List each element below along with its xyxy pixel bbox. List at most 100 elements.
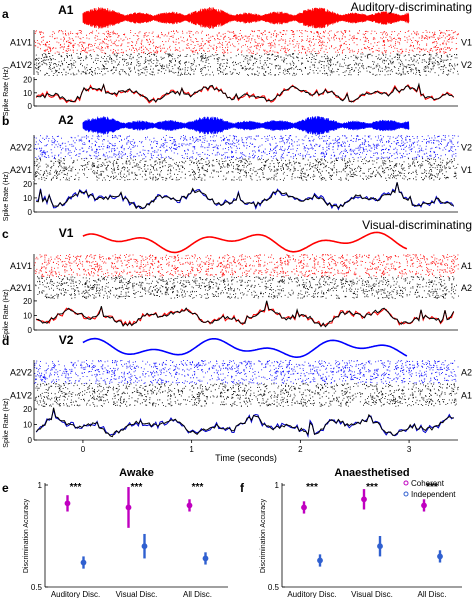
point-f-1-0 <box>317 557 323 564</box>
stimulus-label-c: V1 <box>59 226 74 240</box>
raster-label-left-bottom-d: A1V2 <box>10 391 32 401</box>
stimulus-luminance-d <box>82 337 408 359</box>
spike-rate-c: 0 10 20 Spike Rate (Hz) <box>3 289 458 339</box>
raster-label-right-bottom-d: A1 <box>461 391 472 401</box>
rate-tick-label-c-2: 20 <box>23 297 32 306</box>
chart-significance-e-1: *** <box>131 482 143 493</box>
raster-top-a <box>34 30 459 54</box>
raster-label-right-top-a: V1 <box>461 38 472 48</box>
chart-ylabel-f: Discrimination Accuracy <box>260 498 267 573</box>
stimulus-d <box>82 337 408 359</box>
chart-ytick-label-f-1: 1 <box>275 481 280 490</box>
raster-bottom-a <box>34 53 459 76</box>
panel-letter-c: c <box>2 227 9 241</box>
raster-label-left-top-c: A1V1 <box>10 261 32 271</box>
rate-axis-label-b: Spike Rate (Hz) <box>3 172 10 221</box>
point-e-1-1 <box>141 543 148 550</box>
raster-bottom-c <box>35 276 459 299</box>
spike-rate-b: 0 10 20 Spike Rate (Hz) <box>3 172 458 221</box>
stimulus-a <box>82 7 410 29</box>
stimulus-label-d: V2 <box>59 333 74 347</box>
raster-c <box>33 254 459 299</box>
chart-legend-f: Coherent Independent <box>403 479 456 499</box>
raster-b <box>33 135 459 181</box>
section-title-auditory: Auditory-discriminating <box>351 0 472 14</box>
stimulus-c <box>82 231 408 254</box>
point-e-1-0 <box>80 559 87 566</box>
panel-b: b A2 A2V2 A2V1 V2 V1 0 10 20 Spike Rate (Hz) <box>2 113 472 221</box>
chart-category-f-2: All Disc. <box>418 590 447 598</box>
chart-significance-e-0: *** <box>70 482 82 493</box>
rate-trace-colored-b <box>36 182 455 211</box>
raster-top-c <box>34 254 459 277</box>
chart-significance-e-2: *** <box>192 482 204 493</box>
chart-significance-f-0: *** <box>306 482 318 493</box>
discrimination-charts: e Awake 0.5 1 Discrimination Accuracy Auditor… <box>2 467 462 598</box>
rate-tick-label-c-0: 0 <box>28 326 33 335</box>
spike-rate-d: 0 10 20 Spike Rate (Hz) <box>3 398 458 448</box>
point-e-0-1 <box>125 504 132 511</box>
raster-label-left-top-a: A1V1 <box>10 38 32 48</box>
panel-letter-b: b <box>2 114 9 128</box>
raster-label-left-bottom-a: A1V2 <box>10 60 32 70</box>
raster-label-left-top-d: A2V2 <box>10 368 32 378</box>
point-f-0-1 <box>361 496 367 503</box>
point-f-0-2 <box>421 502 427 509</box>
panel-a: a A1 A1V1 A1V2 V1 V2 0 10 20 Spike Rate (Hz) <box>2 3 472 116</box>
time-tick-label-2: 2 <box>298 445 303 454</box>
raster-top-b <box>34 135 459 159</box>
chart-title-f: Anaesthetised <box>334 467 409 479</box>
stimulus-waveform-a <box>82 7 410 29</box>
chart-category-f-1: Visual Disc. <box>351 590 393 598</box>
raster-bottom-b <box>34 158 459 181</box>
raster-label-left-bottom-c: A2V1 <box>10 283 32 293</box>
stimulus-b <box>82 116 410 135</box>
rate-tick-label-a-2: 20 <box>23 76 32 85</box>
chart-ylabel-e: Discrimination Accuracy <box>23 498 30 573</box>
rate-tick-label-d-2: 20 <box>23 405 32 414</box>
raster-label-right-top-b: V2 <box>461 143 472 153</box>
chart-significance-f-1: *** <box>366 482 378 493</box>
point-f-1-1 <box>377 543 383 550</box>
stimulus-label-a: A1 <box>58 3 74 17</box>
chart-significance-f-2: *** <box>426 482 438 493</box>
spike-rate-a: 0 10 20 Spike Rate (Hz) <box>3 67 458 116</box>
time-tick-label-0: 0 <box>81 445 86 454</box>
rate-tick-label-a-0: 0 <box>28 102 33 111</box>
section-title-visual: Visual-discriminating <box>362 218 472 232</box>
chart-letter-e: e <box>2 481 9 495</box>
panel-c: c V1 A1V1 A2V1 A1 A2 0 10 20 Spike Rate (Hz) <box>2 226 472 339</box>
time-tick-label-3: 3 <box>407 445 412 454</box>
raster-a <box>33 30 459 76</box>
rate-axis-label-d: Spike Rate (Hz) <box>3 398 10 447</box>
raster-label-right-bottom-c: A2 <box>461 283 472 293</box>
legend-marker-0 <box>403 480 409 486</box>
chart-f: f Anaesthetised 0.5 1 Discrimination Accurac… <box>240 467 462 598</box>
time-tick-label-1: 1 <box>189 445 194 454</box>
chart-category-e-0: Auditory Disc. <box>51 590 100 598</box>
rate-tick-label-d-0: 0 <box>28 436 33 445</box>
chart-letter-f: f <box>240 481 245 495</box>
chart-ytick-label-e-1: 1 <box>38 481 43 490</box>
rate-tick-label-d-1: 10 <box>23 421 32 430</box>
rate-trace-black-d <box>35 407 454 438</box>
chart-ytick-label-f-0: 0.5 <box>268 583 280 592</box>
point-e-0-0 <box>64 500 71 507</box>
time-axis-label: Time (seconds) <box>215 453 277 463</box>
chart-category-e-1: Visual Disc. <box>116 590 158 598</box>
chart-title-e: Awake <box>119 467 154 479</box>
rate-tick-label-c-1: 10 <box>23 311 32 320</box>
rate-tick-label-b-2: 20 <box>23 180 32 189</box>
chart-e: e Awake 0.5 1 Discrimination Accuracy Auditor… <box>2 467 228 598</box>
raster-label-left-bottom-b: A2V1 <box>10 165 32 175</box>
panel-letter-d: d <box>2 334 9 348</box>
panel-d: d V2 A2V2 A1V2 A2 A1 0 10 20 Spike Rate (Hz) <box>2 333 472 448</box>
stimulus-label-b: A2 <box>58 113 74 127</box>
rate-axis-label-a: Spike Rate (Hz) <box>3 67 10 116</box>
point-e-1-2 <box>202 555 209 562</box>
rate-trace-black-c <box>36 300 455 328</box>
legend-label-0: Coherent <box>411 479 445 488</box>
raster-d <box>33 360 459 407</box>
